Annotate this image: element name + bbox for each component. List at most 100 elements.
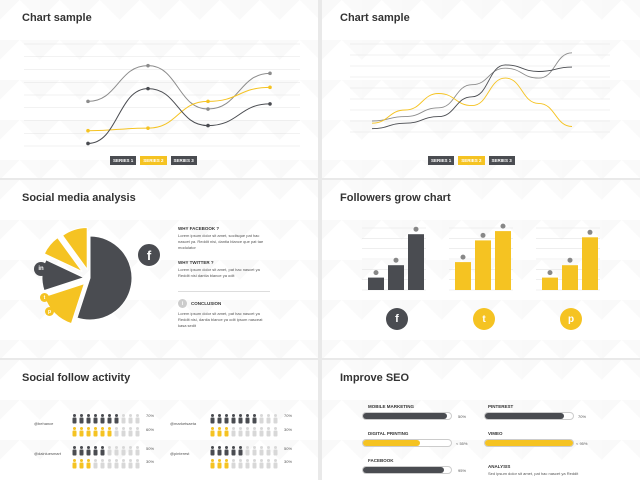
person-icon-head bbox=[218, 427, 221, 430]
conclusion-text: Lorem ipsum dolor sit amet, pat hac nasc… bbox=[178, 311, 263, 328]
bar-pinterest-3 bbox=[582, 237, 598, 290]
seo-value: < 55% bbox=[456, 441, 468, 446]
bar-people-icon bbox=[460, 254, 466, 260]
chart-legend: SERIES 1 SERIES 2 SERIES 3 bbox=[110, 156, 197, 165]
data-point bbox=[86, 99, 90, 104]
bar-pinterest-2 bbox=[562, 265, 578, 290]
seo-label-pinterest: PINTEREST bbox=[488, 404, 514, 409]
person-icon-body bbox=[86, 449, 91, 456]
pie-slice-pinterest bbox=[43, 236, 83, 273]
legend-series-2: SERIES 2 bbox=[458, 156, 485, 165]
slide-improve-seo[interactable]: Improve SEO MOBILE MARKETING 50% PINTERE… bbox=[322, 360, 640, 480]
data-point bbox=[146, 86, 150, 91]
twitter-text: Lorem ipsum dolor sit amet, pat hac nasc… bbox=[178, 267, 260, 278]
person-icon-head bbox=[136, 414, 139, 417]
person-icon-head bbox=[73, 459, 76, 462]
person-icon-head bbox=[80, 427, 83, 430]
slide-title: Chart sample bbox=[340, 12, 410, 24]
person-icon-head bbox=[218, 414, 221, 417]
person-icon-head bbox=[211, 427, 214, 430]
person-icon-head bbox=[129, 459, 132, 462]
person-icon-body bbox=[86, 462, 91, 469]
conclusion-heading: CONCLUSION bbox=[191, 301, 222, 306]
person-icon-body bbox=[114, 462, 119, 469]
facebook-icon[interactable]: f bbox=[386, 308, 408, 330]
person-icon-body bbox=[128, 462, 133, 469]
slide-chart-sample-1[interactable]: Chart sample SERIES 1 SERIES 2 SERIES 3 bbox=[0, 0, 318, 178]
person-icon-head bbox=[101, 427, 104, 430]
person-icon-head bbox=[239, 446, 242, 449]
slide-social-media-analysis[interactable]: Social media analysis f in t p WHY FACEB… bbox=[0, 180, 318, 358]
person-icon-head bbox=[129, 427, 132, 430]
person-icon-body bbox=[72, 449, 77, 456]
person-icon-head bbox=[101, 414, 104, 417]
person-icon-head bbox=[136, 459, 139, 462]
seo-value: < 95% bbox=[576, 441, 588, 446]
person-icon-head bbox=[239, 459, 242, 462]
person-icon-body bbox=[259, 430, 264, 437]
person-icon-body bbox=[128, 417, 133, 424]
slide-title: Social media analysis bbox=[22, 192, 136, 204]
activity-pct: 60% bbox=[146, 427, 155, 432]
person-icon-head bbox=[122, 446, 125, 449]
person-icon-body bbox=[273, 430, 278, 437]
person-icon-body bbox=[135, 462, 140, 469]
person-icon-body bbox=[245, 417, 250, 424]
person-icon-body bbox=[217, 449, 222, 456]
activity-pct: 30% bbox=[146, 459, 155, 464]
analysis-heading: ANALYSIS bbox=[488, 464, 511, 469]
data-point bbox=[146, 126, 150, 130]
person-icon-body bbox=[231, 462, 236, 469]
person-icon-body bbox=[224, 417, 229, 424]
person-icon-head bbox=[80, 459, 83, 462]
bar-people-icon bbox=[587, 229, 593, 235]
person-icon-body bbox=[121, 449, 126, 456]
seo-label-vimeo: VIMEO bbox=[488, 431, 503, 436]
person-icon-body bbox=[100, 430, 105, 437]
person-icon-body bbox=[100, 449, 105, 456]
person-icon-head bbox=[73, 446, 76, 449]
slide-followers-grow-chart[interactable]: Followers grow chart f t p bbox=[322, 180, 640, 358]
person-icon-head bbox=[94, 427, 97, 430]
person-icon-head bbox=[94, 459, 97, 462]
slide-social-follow-activity[interactable]: Social follow activity @behance @dainiue… bbox=[0, 360, 318, 480]
pinterest-icon[interactable]: p bbox=[560, 308, 582, 330]
data-point bbox=[268, 85, 272, 90]
person-icon-head bbox=[260, 427, 263, 430]
person-icon-head bbox=[260, 459, 263, 462]
bar-twitter-3 bbox=[495, 231, 511, 290]
line-chart-2 bbox=[350, 43, 610, 133]
person-icon-body bbox=[266, 430, 271, 437]
person-icon-head bbox=[87, 427, 90, 430]
data-point bbox=[86, 141, 90, 146]
seo-value: 50% bbox=[458, 414, 467, 419]
people-icons bbox=[72, 414, 278, 469]
person-icon-body bbox=[210, 449, 215, 456]
person-icon-head bbox=[122, 414, 125, 417]
slide-title: Improve SEO bbox=[340, 372, 410, 384]
person-icon-head bbox=[260, 414, 263, 417]
linkedin-icon: in bbox=[34, 262, 48, 276]
person-icon-body bbox=[121, 417, 126, 424]
person-icon-body bbox=[238, 430, 243, 437]
person-icon-head bbox=[239, 427, 242, 430]
legend-series-1: SERIES 1 bbox=[428, 156, 455, 165]
data-point bbox=[268, 71, 272, 76]
person-icon-head bbox=[73, 414, 76, 417]
person-icon-body bbox=[252, 449, 257, 456]
person-icon-body bbox=[100, 462, 105, 469]
activity-pct: 70% bbox=[146, 413, 155, 418]
person-icon-body bbox=[121, 430, 126, 437]
person-icon-head bbox=[80, 414, 83, 417]
person-icon-body bbox=[72, 417, 77, 424]
seo-label-digital-printing: DIGITAL PRINTING bbox=[368, 431, 409, 436]
person-icon-body bbox=[79, 430, 84, 437]
twitter-icon[interactable]: t bbox=[473, 308, 495, 330]
series-line-3 bbox=[371, 64, 573, 130]
slide-chart-sample-2[interactable]: Chart sample SERIES 1 SERIES 2 SERIES 3 bbox=[322, 0, 640, 178]
person-icon-head bbox=[253, 414, 256, 417]
person-icon-head bbox=[101, 459, 104, 462]
person-icon-head bbox=[232, 446, 235, 449]
slide-title: Social follow activity bbox=[22, 372, 131, 384]
